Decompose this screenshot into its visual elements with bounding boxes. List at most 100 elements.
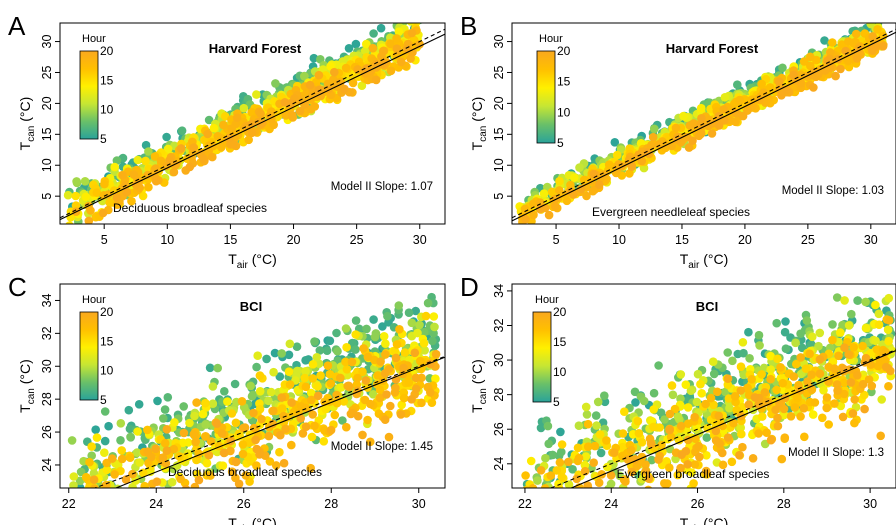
- data-point: [306, 463, 316, 473]
- data-point: [247, 392, 257, 401]
- data-point: [759, 363, 769, 373]
- data-point: [162, 446, 172, 456]
- data-point: [580, 466, 590, 476]
- data-point: [129, 170, 139, 179]
- data-point: [701, 466, 711, 476]
- data-point: [575, 163, 584, 172]
- one-to-one-line: [93, 355, 445, 488]
- data-point: [796, 353, 805, 362]
- data-point: [249, 408, 258, 418]
- data-point: [773, 413, 782, 423]
- data-point: [265, 457, 275, 466]
- data-point: [677, 450, 686, 460]
- data-point: [89, 475, 99, 485]
- data-point: [270, 348, 280, 358]
- data-point: [568, 465, 577, 474]
- colorbar-title: Hour: [539, 33, 563, 45]
- data-point: [839, 378, 849, 388]
- data-point: [153, 396, 162, 406]
- y-tick-label: 32: [40, 326, 54, 340]
- data-point: [284, 367, 294, 377]
- data-point: [152, 477, 162, 487]
- data-point: [394, 301, 404, 310]
- y-axis-label: Tcan (°C): [17, 359, 37, 413]
- data-point: [644, 474, 654, 484]
- data-point: [738, 442, 747, 452]
- data-point: [332, 328, 341, 338]
- data-point: [83, 504, 92, 513]
- data-point: [78, 501, 87, 510]
- data-point: [102, 465, 112, 475]
- data-point: [778, 63, 787, 73]
- data-point: [754, 400, 763, 410]
- data-point: [280, 98, 290, 107]
- data-point: [251, 435, 260, 445]
- data-point: [612, 150, 622, 160]
- data-point: [620, 407, 629, 417]
- data-point: [552, 466, 562, 475]
- data-point: [143, 425, 152, 435]
- data-point: [595, 430, 605, 439]
- data-point: [822, 393, 832, 402]
- data-point: [137, 491, 146, 500]
- data-point: [884, 293, 894, 303]
- one-to-one-line: [60, 28, 445, 219]
- data-point: [119, 505, 128, 514]
- data-point: [117, 454, 127, 464]
- data-point: [76, 467, 86, 477]
- y-tick-label: 34: [40, 293, 54, 307]
- data-point: [686, 386, 696, 396]
- data-point: [690, 460, 700, 469]
- data-point: [578, 514, 587, 523]
- data-point: [252, 90, 261, 99]
- data-point: [159, 488, 168, 497]
- data-point: [99, 504, 108, 513]
- data-point: [693, 369, 703, 379]
- data-point: [688, 136, 697, 145]
- data-point: [341, 324, 351, 333]
- data-point: [269, 406, 278, 416]
- data-point: [287, 440, 296, 450]
- data-point: [75, 483, 85, 488]
- hour-colorbar: Hour 5 10 15 20: [79, 33, 114, 146]
- data-point: [801, 364, 811, 374]
- data-point: [238, 449, 248, 459]
- data-point: [548, 450, 557, 460]
- data-point: [676, 394, 685, 404]
- y-tick-label: 28: [492, 388, 506, 402]
- data-point: [671, 123, 681, 133]
- data-point: [326, 379, 336, 388]
- data-point: [404, 308, 414, 318]
- data-point: [78, 503, 87, 512]
- data-point: [878, 42, 888, 51]
- data-point: [844, 37, 853, 46]
- data-point: [696, 128, 706, 138]
- y-tick-label: 5: [492, 193, 506, 200]
- data-point: [110, 510, 119, 519]
- data-point: [227, 124, 236, 133]
- data-point: [382, 390, 391, 399]
- data-point: [528, 484, 538, 488]
- data-point: [386, 66, 396, 76]
- data-point: [764, 397, 773, 407]
- data-point: [342, 422, 351, 432]
- data-point: [606, 479, 616, 488]
- data-point: [347, 357, 357, 367]
- data-point: [292, 342, 302, 352]
- data-point: [838, 412, 848, 422]
- data-point: [264, 431, 274, 441]
- data-point: [744, 400, 754, 410]
- data-point: [279, 411, 288, 421]
- data-point: [822, 403, 831, 413]
- data-point: [117, 446, 126, 455]
- data-point: [871, 300, 880, 310]
- x-tick-label: 24: [604, 497, 618, 511]
- plot-frame: [59, 22, 446, 225]
- data-point: [95, 489, 104, 498]
- slope-annotation: Model II Slope: 1.07: [331, 181, 433, 193]
- x-tick-label: 30: [412, 497, 426, 511]
- data-point: [219, 120, 228, 130]
- data-point: [417, 364, 426, 374]
- data-point: [201, 420, 210, 429]
- data-point: [394, 27, 404, 36]
